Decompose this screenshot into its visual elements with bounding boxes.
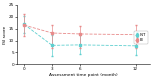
- Y-axis label: ISI score: ISI score: [4, 26, 7, 44]
- Legend: INT, EI: INT, EI: [134, 32, 148, 44]
- X-axis label: Assessment time point (month): Assessment time point (month): [49, 73, 118, 77]
